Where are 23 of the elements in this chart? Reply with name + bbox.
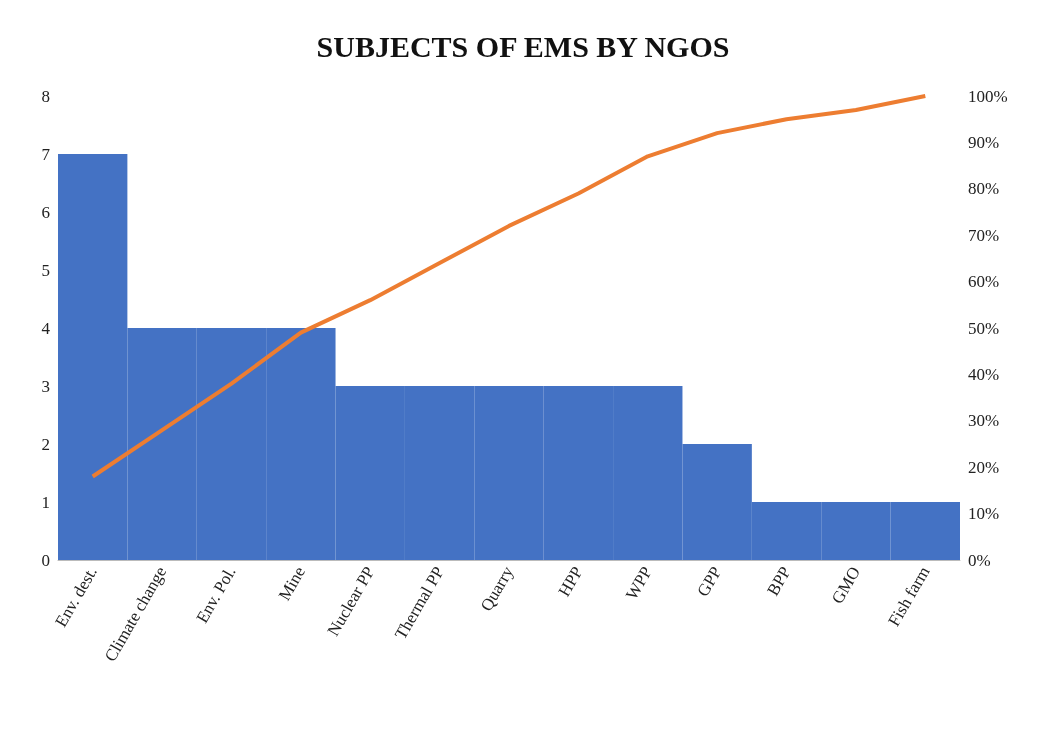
y-tick-label: 6 [41, 202, 50, 222]
y-tick-label: 2 [41, 434, 50, 454]
y2-tick-label: 90% [968, 132, 1000, 152]
x-tick-label: Env. Pol. [192, 563, 240, 627]
y2-tick-label: 70% [968, 225, 1000, 245]
y2-tick-label: 0% [968, 550, 991, 570]
y-tick-label: 5 [41, 260, 50, 280]
y2-tick-label: 10% [968, 504, 1000, 524]
y2-tick-label: 30% [968, 411, 1000, 431]
y2-tick-label: 50% [968, 318, 1000, 338]
x-tick-label: Env. dest. [51, 563, 101, 631]
y-tick-label: 1 [41, 492, 50, 512]
y-tick-label: 4 [41, 318, 51, 338]
y2-tick-label: 100% [968, 86, 1008, 106]
y2-tick-label: 20% [968, 457, 1000, 477]
y-tick-label: 3 [41, 376, 50, 396]
y2-tick-label: 40% [968, 364, 1000, 384]
y-tick-label: 8 [41, 86, 50, 106]
y2-tick-label: 60% [968, 272, 1000, 292]
chart-title: SUBJECTS OF EMS BY NGOS [316, 29, 730, 63]
y-tick-label: 7 [41, 144, 51, 164]
y-tick-label: 0 [41, 550, 50, 570]
y2-tick-label: 80% [968, 179, 1000, 199]
